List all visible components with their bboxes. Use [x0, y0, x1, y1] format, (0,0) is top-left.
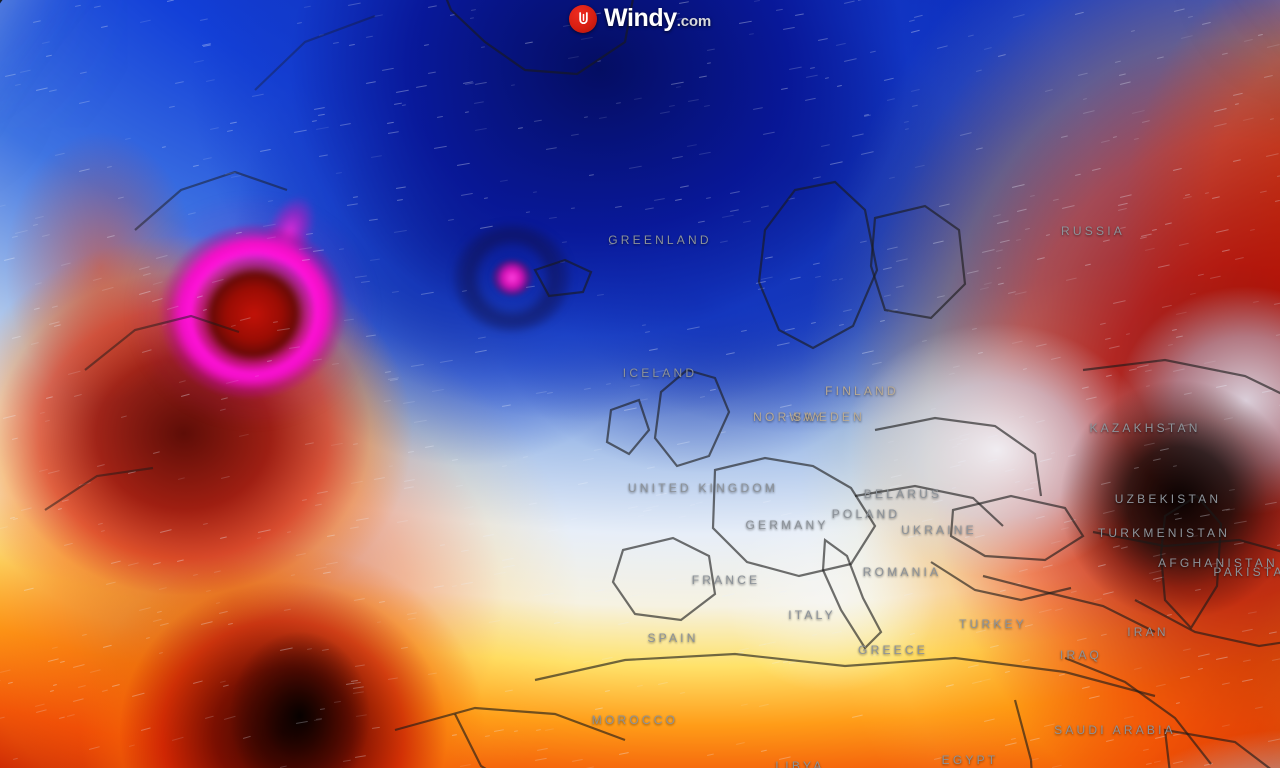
brand-name: Windy — [604, 4, 677, 32]
windy-logo[interactable]: Windy .com — [569, 4, 711, 33]
windy-logo-text: Windy .com — [604, 4, 711, 33]
windy-logo-icon — [569, 4, 597, 33]
brand-suffix: .com — [676, 13, 711, 30]
